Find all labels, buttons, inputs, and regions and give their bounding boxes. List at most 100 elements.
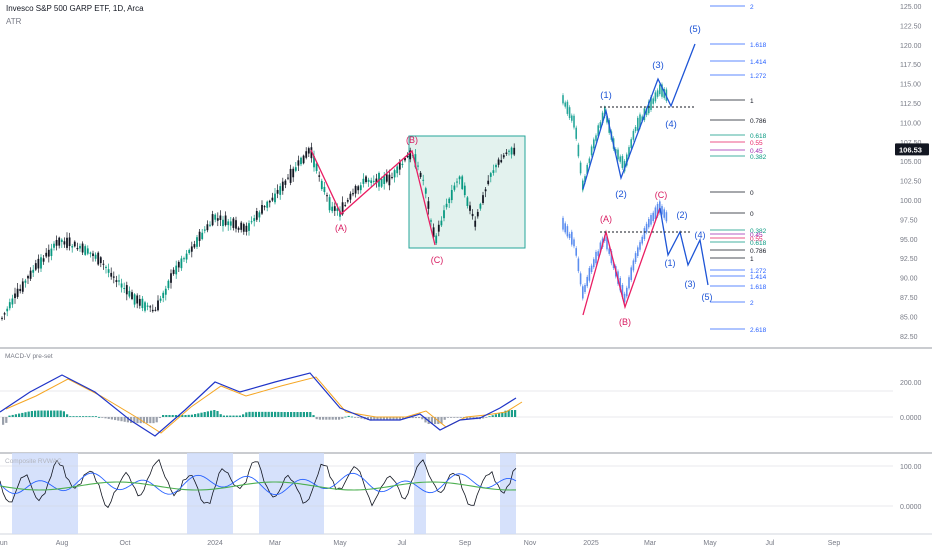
- candle-body: [81, 243, 84, 253]
- time-tick-label: May: [703, 540, 717, 547]
- macd-histogram-bar: [395, 417, 398, 420]
- fib-level-label: 0.55: [750, 140, 763, 147]
- candle-body: [294, 167, 297, 171]
- macd-histogram-bar: [27, 411, 30, 417]
- bull-proj-candle-body: [661, 84, 663, 97]
- fib-level-label: 0.786: [750, 248, 767, 255]
- bear-proj-candle-body: [575, 248, 577, 256]
- candle-body: [266, 201, 269, 208]
- osc-slow-line: [0, 481, 517, 491]
- candle-body: [60, 239, 63, 242]
- macd-histogram-bar: [11, 414, 14, 417]
- candle-body: [107, 269, 110, 273]
- bull-proj-candle-body: [590, 146, 593, 156]
- candle-body: [248, 223, 250, 231]
- candle-body: [201, 232, 204, 240]
- candle-body: [284, 180, 287, 185]
- price-tick-label: 87.50: [900, 295, 918, 302]
- wave-lines: [310, 43, 709, 316]
- macd-histogram-bar: [213, 409, 216, 417]
- price-tick-label: 92.50: [900, 256, 918, 263]
- macd-histogram-bar: [280, 411, 283, 417]
- candle-body: [40, 257, 42, 269]
- candle-body: [359, 185, 362, 191]
- price-tick-label: 100.00: [900, 198, 922, 205]
- macd-histogram-bar: [414, 417, 417, 419]
- candle-body: [53, 243, 55, 248]
- indicator-label[interactable]: ATR: [6, 17, 22, 26]
- oscillator-pane: [0, 458, 893, 509]
- macd-histogram-bar: [366, 417, 369, 420]
- bull-impulse-line: [582, 43, 696, 190]
- macd-histogram-bar: [258, 411, 261, 417]
- candle-body: [502, 155, 505, 158]
- bear-proj-candle-body: [590, 265, 593, 272]
- macd-histogram-bar: [379, 417, 382, 420]
- macd-histogram-bar: [238, 415, 241, 417]
- wave-label-bear-abc: (A): [600, 214, 612, 224]
- bear-proj-candle-body: [665, 212, 668, 222]
- time-tick-label: Sep: [459, 540, 472, 547]
- macd-histogram-bar: [104, 417, 107, 419]
- macd-histogram-bar: [162, 415, 165, 417]
- bear-proj-candle-body: [593, 259, 595, 268]
- bear-proj-candle-body: [623, 293, 626, 303]
- bull-proj-candle-body: [604, 107, 606, 117]
- candle-body: [380, 178, 383, 187]
- candle-body: [484, 189, 487, 192]
- macd-histogram-bar: [46, 410, 49, 417]
- macd-histogram-bar: [254, 411, 257, 417]
- macd-histogram-bar: [251, 411, 254, 417]
- candle-body: [118, 280, 120, 282]
- bear-impulse-line: [659, 207, 709, 286]
- macd-histogram-bar: [142, 417, 145, 424]
- candle-body: [339, 210, 341, 217]
- candle-body: [190, 246, 193, 252]
- bull-proj-candle-body: [573, 115, 575, 128]
- candle-body: [66, 237, 68, 248]
- candle-body: [19, 288, 22, 292]
- candle-body: [414, 154, 417, 168]
- macd-histogram-bar: [78, 416, 81, 417]
- price-tick-label: 125.00: [900, 4, 922, 11]
- candle-body: [222, 219, 224, 227]
- candle-body: [258, 212, 261, 218]
- macd-histogram-bar: [8, 415, 11, 417]
- macd-histogram-bar: [56, 410, 59, 417]
- macd-histogram-bar: [274, 411, 277, 417]
- bear-proj-candle-body: [606, 236, 608, 250]
- time-tick-label: 2025: [583, 540, 599, 547]
- candle-body: [417, 165, 419, 167]
- bull-proj-candle-body: [617, 149, 619, 160]
- candle-body: [32, 269, 35, 273]
- price-tick-label: 82.50: [900, 334, 918, 341]
- macd-histogram-bar: [370, 417, 373, 421]
- candle-body: [315, 163, 318, 172]
- wave-labels: (A) (B) (C) (1) (2) (3) (4) (5) (A) (B) (C) (1) (2) (…: [335, 24, 713, 327]
- bull-proj-candle-body: [659, 84, 661, 95]
- fib-level-label: 0: [750, 211, 754, 218]
- macd-histogram-bar: [245, 412, 248, 417]
- candle-body: [430, 220, 432, 222]
- candle-body: [170, 273, 172, 283]
- consolidation-box[interactable]: [408, 135, 526, 249]
- time-tick-label: Jun: [0, 540, 8, 547]
- macd-histogram-bar: [82, 416, 85, 417]
- macd-histogram-bar: [450, 417, 453, 418]
- price-tick-label: 115.00: [900, 82, 921, 89]
- fib-level-label: 1: [750, 98, 754, 105]
- macd-histogram-bar: [66, 414, 69, 417]
- candle-body: [307, 148, 310, 154]
- candle-body: [479, 203, 482, 209]
- macd-histogram-bar: [373, 417, 376, 421]
- chart-title[interactable]: Invesco S&P 500 GARP ETF, 1D, Arca: [6, 4, 144, 13]
- bear-proj-candle-body: [650, 215, 652, 225]
- candle-body: [289, 168, 292, 183]
- macd-histogram-bar: [194, 414, 197, 417]
- macd-histogram-bar: [181, 415, 184, 417]
- candle-body: [99, 257, 102, 264]
- bear-proj-candle-body: [582, 286, 584, 299]
- candle-body: [341, 202, 344, 215]
- candle-body: [203, 229, 206, 231]
